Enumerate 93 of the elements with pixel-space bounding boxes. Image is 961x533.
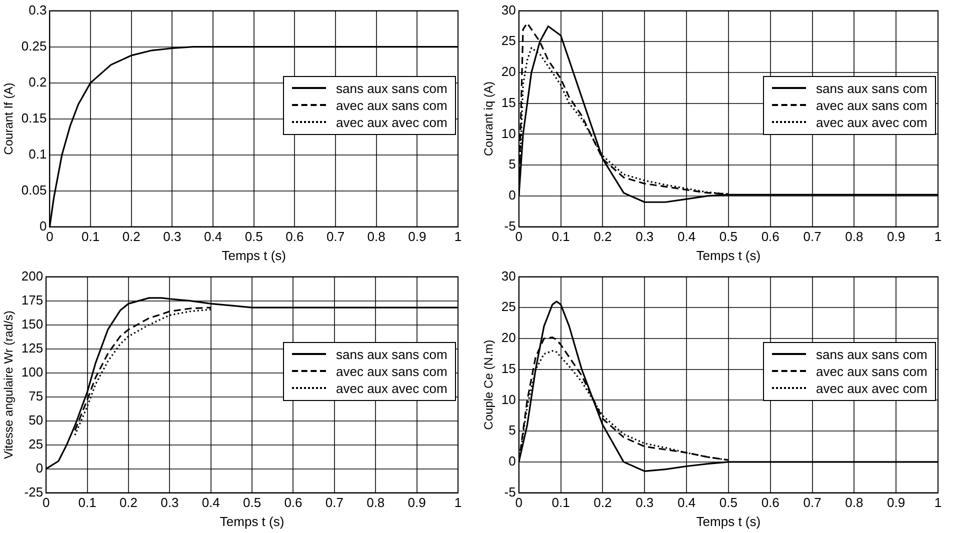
- x-tick-label: 0.1: [552, 229, 570, 244]
- x-tick-label: 0.9: [408, 229, 426, 244]
- x-tick-label: 0.2: [122, 229, 140, 244]
- legend-label: avec aux avec com: [336, 380, 448, 397]
- y-tick-label: 0.2: [28, 74, 47, 90]
- x-tick-label: 1: [454, 495, 462, 510]
- x-tick-label: 1: [934, 229, 942, 244]
- x-tick-label: 0.9: [887, 495, 906, 510]
- x-tick-label: 0.4: [677, 229, 696, 244]
- x-tick-label: 0.7: [803, 495, 822, 510]
- legend-label: sans aux sans com: [336, 80, 448, 97]
- y-tick-label: 175: [21, 292, 44, 308]
- x-tick-label: 0.5: [719, 229, 738, 244]
- x-axis-title: Temps t (s): [220, 514, 284, 529]
- y-axis-title: Courant If (A): [2, 82, 16, 155]
- y-tick-label: 0: [39, 218, 47, 234]
- y-tick-label: 75: [28, 388, 44, 404]
- x-tick-label: 0.5: [244, 229, 263, 244]
- y-axis-title: Courant iq (A): [482, 81, 496, 156]
- x-tick-label: 0.4: [677, 495, 696, 510]
- legend-label: avec aux avec com: [816, 380, 928, 397]
- y-tick-label: 100: [21, 364, 44, 380]
- x-tick-label: 0.3: [160, 495, 179, 510]
- x-tick-label: 0.7: [803, 229, 822, 244]
- y-axis-title: Couple Ce (N.m): [482, 340, 496, 430]
- legend-label: avec aux avec com: [336, 114, 448, 131]
- y-tick-label: 15: [501, 94, 516, 110]
- x-tick-label: 0.6: [761, 495, 780, 510]
- y-tick-label: 0.15: [21, 110, 47, 126]
- x-tick-label: 0.9: [408, 495, 426, 510]
- x-tick-label: 0.5: [719, 495, 738, 510]
- x-tick-label: 0.6: [761, 229, 780, 244]
- legend-label: avec aux sans com: [816, 362, 928, 380]
- x-tick-label: 0.1: [552, 495, 570, 510]
- y-tick-label: 20: [501, 64, 516, 80]
- y-tick-label: 10: [501, 392, 516, 407]
- y-tick-label: 25: [501, 33, 516, 48]
- x-tick-label: 0.6: [284, 495, 302, 510]
- x-tick-label: 0.2: [594, 229, 612, 244]
- legend-label: sans aux sans com: [816, 346, 928, 363]
- y-tick-label: 0: [508, 454, 516, 469]
- y-tick-label: 25: [28, 436, 44, 452]
- x-tick-label: 0.8: [367, 229, 386, 244]
- y-tick-label: 0.25: [21, 38, 47, 54]
- x-tick-label: 1: [934, 495, 942, 510]
- x-tick-label: 0.1: [78, 495, 96, 510]
- x-tick-label: 0.5: [243, 495, 262, 510]
- y-tick-label: 0: [508, 188, 516, 203]
- x-tick-label: 0.4: [202, 495, 220, 510]
- y-tick-label: 10: [501, 126, 516, 141]
- legend-label: avec aux avec com: [816, 114, 928, 131]
- y-tick-label: -25: [24, 484, 44, 500]
- x-tick-label: 0.8: [366, 495, 385, 510]
- y-tick-label: 30: [501, 2, 516, 18]
- legend-label: sans aux sans com: [816, 80, 928, 97]
- legend-label: avec aux sans com: [816, 96, 928, 114]
- y-tick-label: 200: [21, 268, 44, 284]
- y-tick-label: 0.1: [28, 146, 47, 162]
- y-tick-label: 0.05: [21, 182, 47, 198]
- y-tick-label: 5: [508, 422, 516, 438]
- x-tick-label: 0.8: [845, 495, 864, 510]
- y-tick-label: 5: [508, 156, 516, 172]
- y-tick-label: 30: [501, 268, 516, 284]
- x-axis-title: Temps t (s): [696, 514, 761, 529]
- x-tick-label: 0.7: [325, 495, 344, 510]
- y-tick-label: 15: [501, 360, 516, 376]
- legend-label: sans aux sans com: [336, 346, 448, 363]
- legend-label: avec aux sans com: [336, 96, 448, 114]
- x-tick-label: 0.9: [887, 229, 906, 244]
- x-tick-label: 0.3: [636, 229, 654, 244]
- y-tick-label: -5: [504, 218, 516, 234]
- y-tick-label: 150: [21, 316, 44, 332]
- x-tick-label: 0.1: [81, 229, 100, 244]
- x-tick-label: 0.2: [594, 495, 612, 510]
- y-tick-label: 25: [501, 299, 516, 314]
- x-tick-label: 0.3: [636, 495, 654, 510]
- y-tick-label: 20: [501, 330, 516, 346]
- x-axis-title: Temps t (s): [696, 248, 761, 263]
- y-tick-label: 50: [28, 412, 44, 428]
- y-tick-label: -5: [504, 484, 516, 500]
- x-tick-label: 0.6: [286, 229, 304, 244]
- y-axis-title: Vitesse angulaire Wr (rad/s): [2, 310, 16, 459]
- x-tick-label: 0.2: [119, 495, 138, 510]
- y-tick-label: 0.3: [28, 2, 47, 18]
- x-tick-label: 0.4: [204, 229, 222, 244]
- x-tick-label: 1: [454, 229, 462, 244]
- x-tick-label: 0.7: [326, 229, 345, 244]
- legend-label: avec aux sans com: [336, 362, 448, 380]
- y-tick-label: 125: [21, 340, 44, 356]
- x-tick-label: 0.3: [163, 229, 182, 244]
- x-tick-label: 0.8: [845, 229, 864, 244]
- y-tick-label: 0: [36, 460, 44, 476]
- x-axis-title: Temps t (s): [222, 248, 286, 263]
